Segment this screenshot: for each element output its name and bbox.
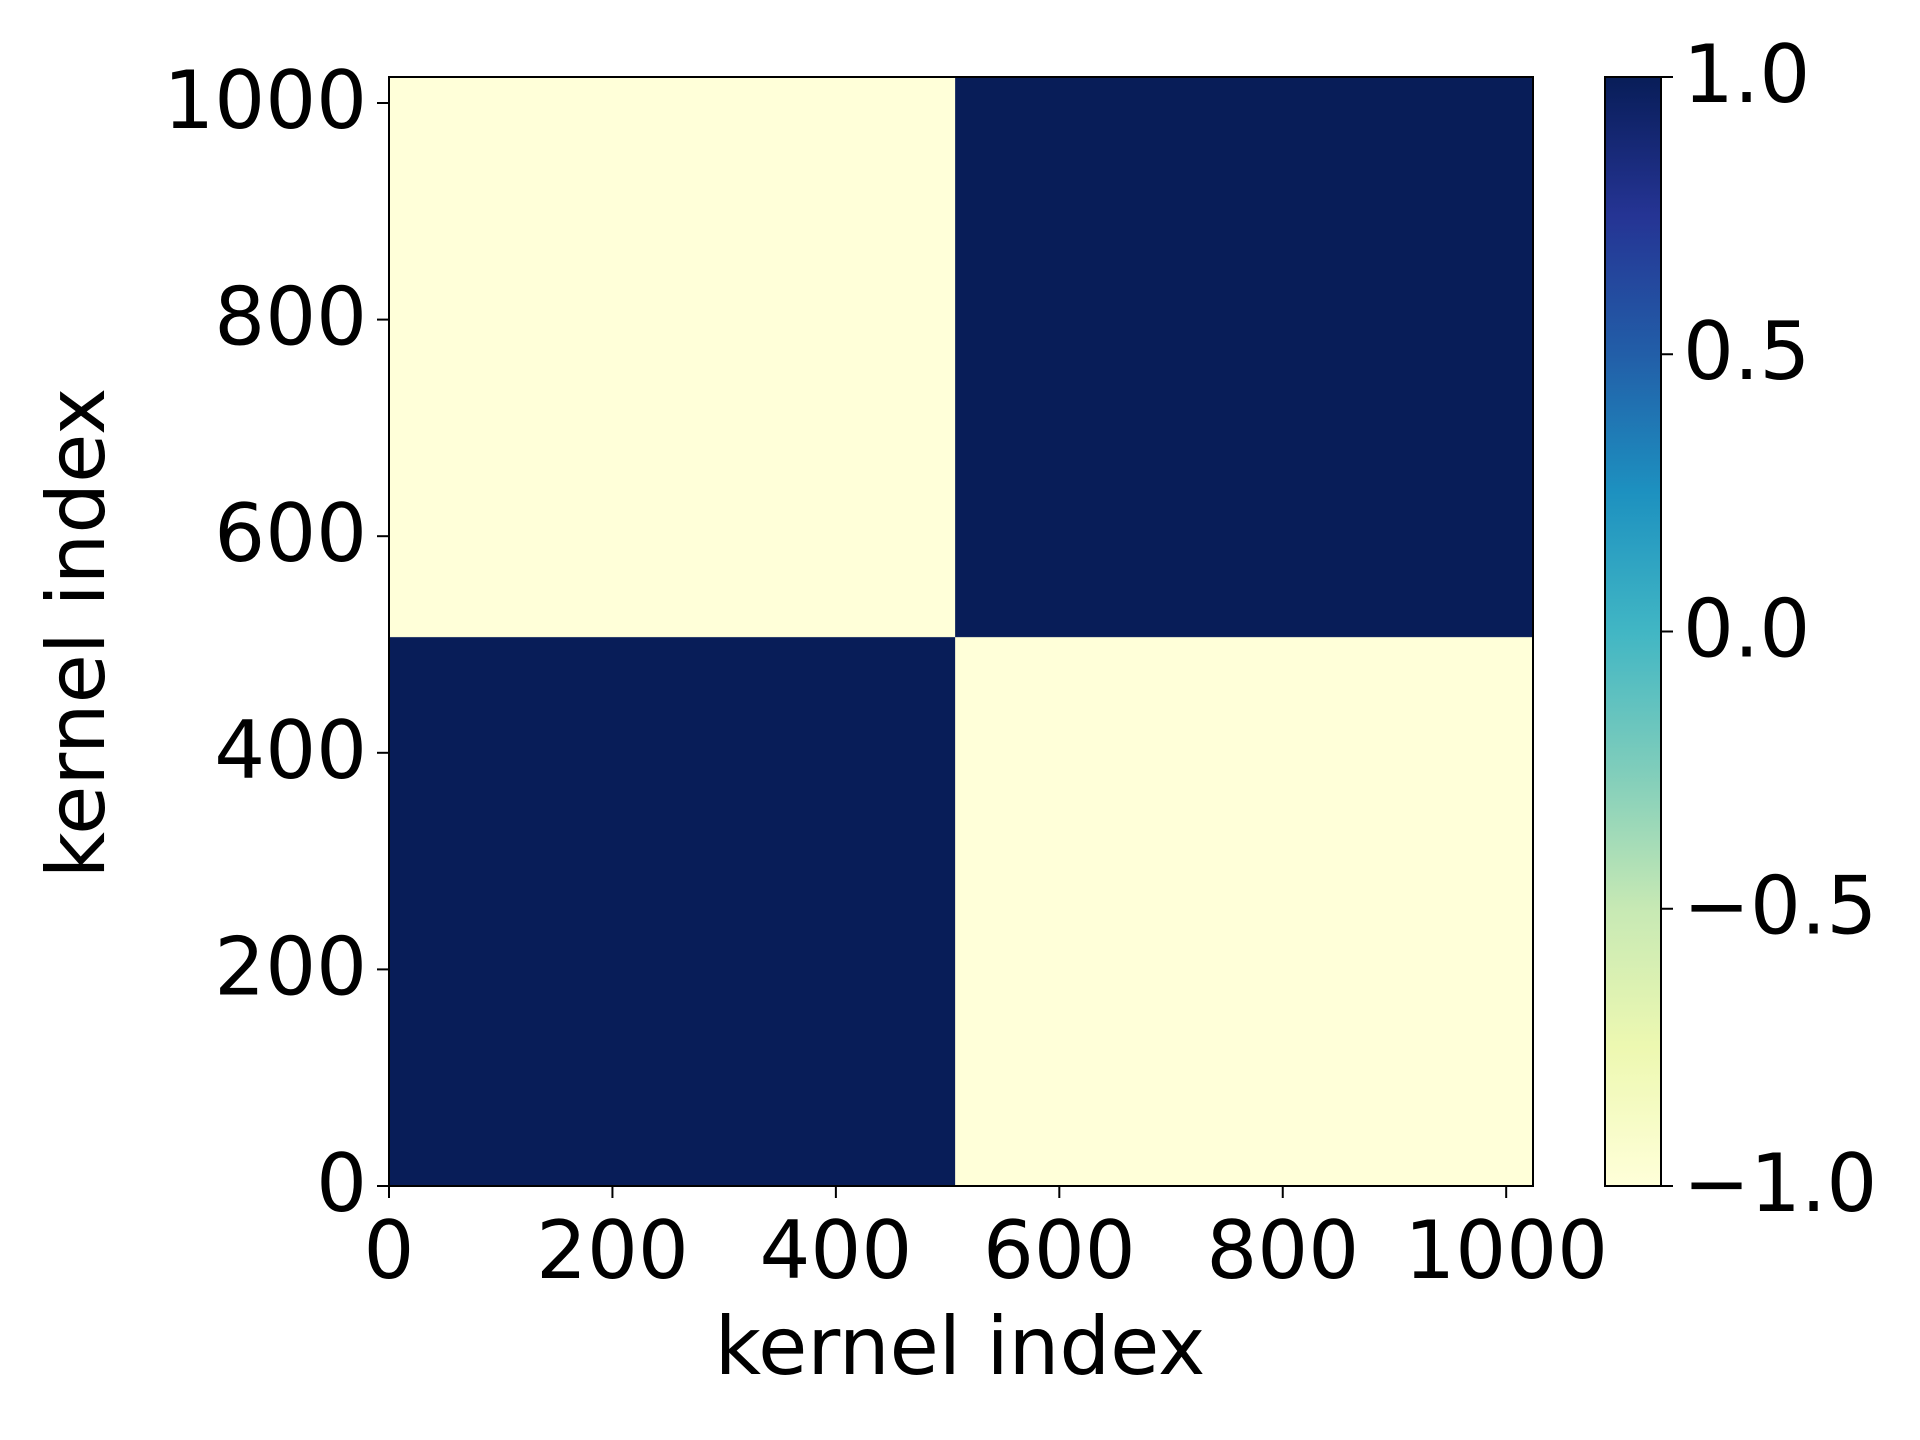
y-tick-label: 0 [316, 1137, 367, 1230]
x-axis-label: kernel index [715, 1300, 1206, 1393]
heatmap-cell [388, 76, 956, 638]
heatmap-cell [388, 636, 956, 1187]
x-tick-label: 1000 [1404, 1204, 1608, 1297]
heatmap-cell [955, 636, 1534, 1187]
x-tick-label: 800 [1206, 1204, 1359, 1297]
x-tick-label: 400 [760, 1204, 913, 1297]
colorbar-tick-label: −1.0 [1683, 1137, 1877, 1230]
x-tick-label: 600 [983, 1204, 1136, 1297]
y-tick-label: 1000 [163, 54, 367, 147]
x-tick-label: 200 [536, 1204, 689, 1297]
x-tick-label: 0 [364, 1204, 415, 1297]
y-tick-label: 400 [214, 704, 367, 797]
colorbar-tick-label: 1.0 [1683, 28, 1810, 121]
colorbar-tick-label: 0.0 [1683, 582, 1810, 675]
y-tick-label: 800 [214, 271, 367, 364]
colorbar [1604, 76, 1662, 1187]
y-tick-label: 600 [214, 487, 367, 580]
y-tick-label: 200 [214, 920, 367, 1013]
y-axis-label: kernel index [30, 388, 123, 879]
colorbar-tick-label: 0.5 [1683, 305, 1810, 398]
colorbar-tick-label: −0.5 [1683, 860, 1877, 953]
heatmap-cell [955, 76, 1534, 638]
plot-frame [388, 76, 1534, 1187]
